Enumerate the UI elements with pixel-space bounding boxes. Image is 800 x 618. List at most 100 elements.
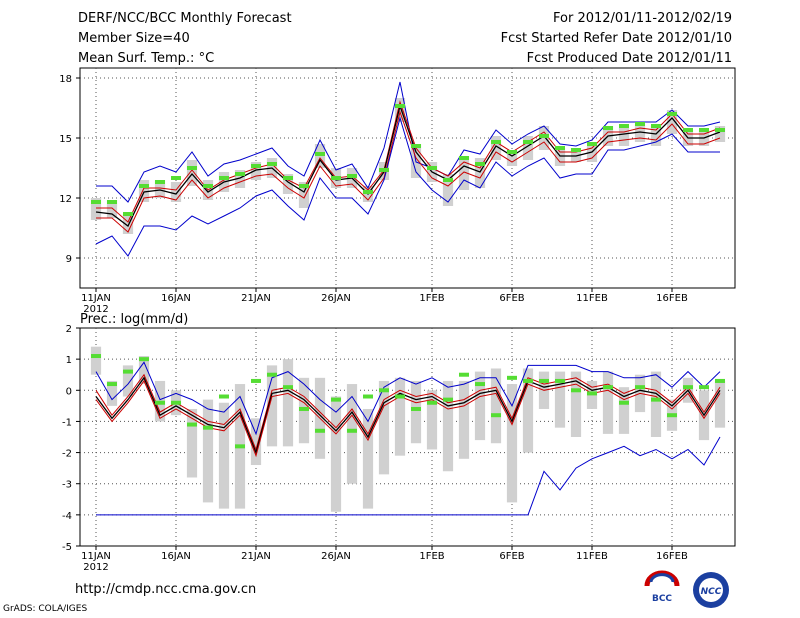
temp-obs-marker [555, 146, 565, 150]
precip-percentile-box [362, 408, 374, 509]
ncc-logo-text: NCC [701, 587, 722, 597]
precip-ytick-label: -1 [62, 417, 72, 428]
temp-percentile-box [570, 148, 582, 162]
temp-xtick-label: 6FEB [499, 293, 524, 304]
precip-percentile-box [186, 408, 198, 478]
precip-obs-marker [379, 388, 389, 393]
temp-series-line [96, 110, 721, 233]
precip-percentile-box [122, 365, 134, 397]
forecast-started-date: Fcst Started Refer Date 2012/01/10 [500, 31, 732, 46]
precip-percentile-box [378, 380, 390, 475]
temp-obs-marker [475, 162, 485, 166]
bcc-logo: BCC [644, 570, 680, 604]
precip-percentile-box [602, 371, 614, 434]
temp-percentile-box [298, 182, 310, 208]
precip-percentile-box [266, 365, 278, 447]
header-right: For 2012/01/11-2012/02/19 Fcst Started R… [501, 9, 732, 69]
temp-obs-marker [667, 112, 677, 116]
precip-obs-marker [251, 378, 261, 383]
temp-obs-marker [251, 164, 261, 168]
precip-percentile-box [426, 390, 438, 450]
temp-obs-marker [363, 190, 373, 194]
temp-obs-marker [315, 152, 325, 156]
temp-obs-marker [683, 128, 693, 132]
precip-percentile-box [346, 384, 358, 484]
temp-obs-marker [619, 124, 629, 128]
temp-percentile-box [650, 126, 662, 146]
temp-obs-marker [587, 142, 597, 146]
temp-series-line [95, 116, 720, 257]
precip-percentile-box [522, 368, 534, 453]
temp-obs-marker [91, 200, 101, 204]
temp-obs-marker [395, 104, 405, 108]
variable-label: Mean Surf. Temp.: °C [78, 51, 215, 66]
precip-ytick-label: -2 [62, 449, 72, 460]
temp-xtick-label: 21JAN [241, 293, 271, 304]
precip-percentile-box [618, 387, 630, 434]
temp-obs-marker [107, 200, 117, 204]
bcc-logo-text: BCC [652, 594, 672, 604]
temp-obs-marker [219, 176, 229, 180]
temp-obs-marker [347, 174, 357, 178]
temp-percentile-box [170, 182, 182, 202]
temp-percentile-box [90, 198, 102, 220]
precip-series-line [95, 361, 721, 436]
temp-percentile-box [554, 148, 566, 166]
precip-obs-marker [555, 378, 565, 383]
temp-percentile-box [506, 150, 518, 166]
temp-obs-marker [443, 178, 453, 182]
temp-xtick-label: 16JAN [161, 293, 191, 304]
temp-percentile-box [394, 98, 406, 122]
precip-percentile-box [250, 418, 262, 466]
precip-series-line [95, 379, 721, 458]
temp-series-line [96, 100, 721, 223]
precip-obs-marker [715, 378, 725, 383]
forecast-produced-date: Fcst Produced Date 2012/01/11 [526, 51, 732, 66]
temp-percentile-box [234, 170, 246, 188]
temp-obs-marker [331, 176, 341, 180]
temp-obs-marker [235, 172, 245, 176]
precip-obs-marker [299, 406, 309, 411]
precip-year-label: 2012 [83, 562, 108, 573]
temp-series-line [96, 81, 721, 203]
temp-xtick-label: 11FEB [576, 293, 608, 304]
precip-obs-marker [91, 354, 101, 359]
temp-obs-marker [155, 180, 165, 184]
precip-obs-marker [667, 413, 677, 418]
precip-series-line [95, 373, 721, 452]
precip-ytick-label: 2 [66, 324, 72, 335]
precip-percentile-box [330, 396, 342, 512]
temp-obs-marker [203, 184, 213, 188]
precip-percentile-box [554, 371, 566, 428]
temp-year-label: 2012 [83, 304, 108, 315]
temp-obs-marker [379, 168, 389, 172]
precip-obs-marker [363, 394, 373, 399]
temp-obs-marker [571, 148, 581, 152]
precip-obs-marker [219, 394, 229, 399]
precip-panel: 11JAN 16JAN 21JAN 26JAN 1FEB 6FEB 11FEB 16FEB20… [62, 312, 736, 573]
precip-percentile-box [202, 399, 214, 503]
precip-obs-marker [603, 385, 613, 390]
precip-obs-marker [347, 428, 357, 433]
precip-xtick-label: 11FEB [576, 551, 608, 562]
temp-percentile-box [586, 146, 598, 162]
precip-xtick-label: 11JAN [81, 551, 111, 562]
temp-percentile-box [666, 110, 678, 134]
temp-percentile-box [106, 200, 118, 218]
temp-percentile-box [154, 180, 166, 198]
precip-percentile-box [410, 380, 422, 444]
precip-percentile-box [218, 402, 230, 509]
precip-obs-marker [491, 413, 501, 418]
precip-xtick-label: 26JAN [321, 551, 351, 562]
precip-obs-marker [443, 397, 453, 402]
temp-obs-marker [267, 162, 277, 166]
temp-obs-marker [651, 124, 661, 128]
source-url[interactable]: http://cmdp.ncc.cma.gov.cn [75, 582, 257, 597]
temp-xtick-label: 1FEB [419, 293, 444, 304]
precip-percentile-box [650, 371, 662, 437]
precip-obs-marker [587, 391, 597, 396]
ncc-logo: NCC [693, 572, 729, 608]
temp-obs-marker [427, 166, 437, 170]
precip-series-line [96, 436, 721, 516]
temp-obs-marker [411, 144, 421, 148]
